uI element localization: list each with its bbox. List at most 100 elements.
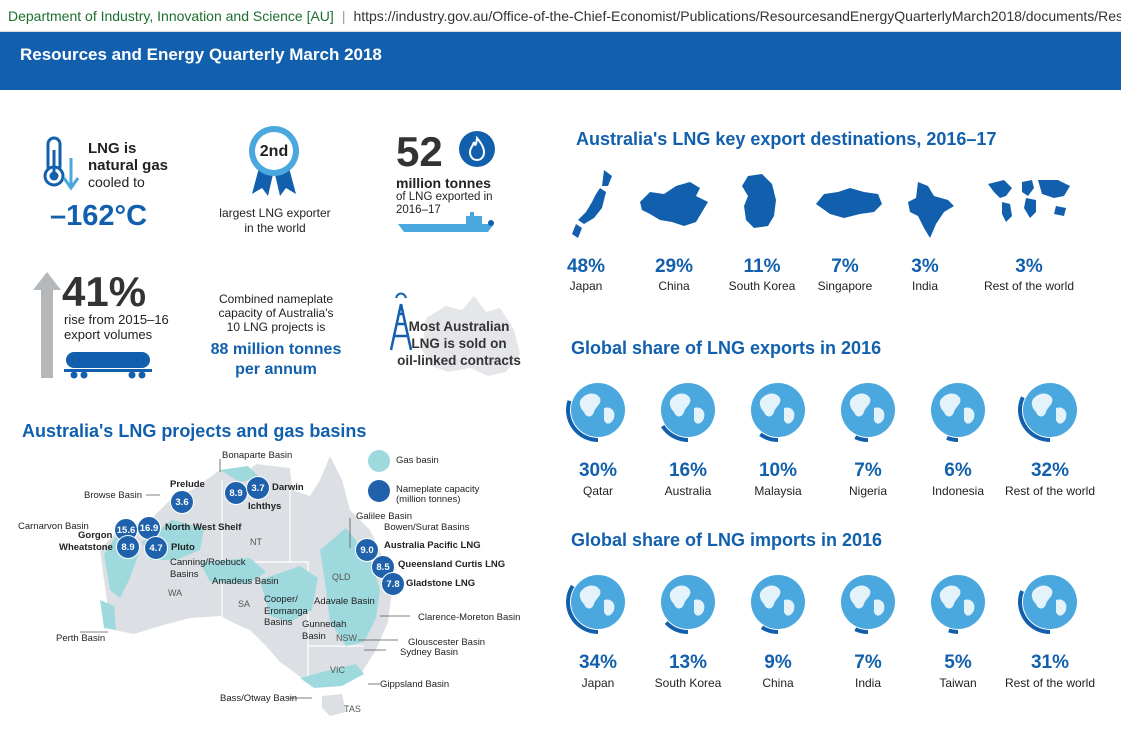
globe-share-text: 32% Rest of the world [995, 460, 1105, 498]
destination-label: India [911, 279, 939, 293]
south-korea-map-icon [742, 174, 776, 228]
ichthys-project-label: Ichthys [248, 501, 282, 512]
amadeus-basin-shape [200, 558, 266, 584]
galilee-basin-label: Galilee Basin [356, 511, 412, 522]
gippsland-basin-label: Gippsland Basin [380, 679, 450, 690]
globe-icon [751, 383, 805, 442]
state-label-nt: NT [250, 537, 262, 547]
share-pct: 5% [944, 652, 972, 673]
capacity-line2: capacity of Australia's [218, 306, 334, 320]
imports-title: Global share of LNG imports in 2016 [571, 530, 883, 550]
share-arc [664, 621, 689, 634]
browse-basin-label: Browse Basin [84, 490, 143, 501]
rise-line1: rise from 2015–16 [64, 312, 169, 327]
share-pct: 32% [1030, 460, 1070, 481]
share-arc [759, 432, 779, 442]
address-separator: | [341, 7, 346, 24]
globe-icon [1018, 575, 1077, 634]
globe-icon [841, 383, 895, 442]
share-arc [660, 424, 689, 442]
china-map-icon [640, 182, 708, 226]
adavale-basin-label: Adavale Basin [314, 596, 375, 607]
share-pct: 31% [1030, 652, 1070, 673]
bowen-surat-basin-label: Bowen/Surat Basins [384, 522, 470, 533]
share-label: Malaysia [754, 484, 802, 498]
sydney-basin-label: Sydney Basin [400, 647, 459, 658]
pluto-project-label: Pluto [171, 542, 195, 553]
destination-item-china: 29% China [614, 256, 734, 293]
share-pct: 13% [668, 652, 708, 673]
lng-ship-icon [398, 212, 494, 232]
cooper-basin-label1: Cooper/ [264, 594, 298, 605]
export-line1: million tonnes [396, 175, 491, 191]
perth-basin-label: Perth Basin [56, 633, 106, 644]
japan-map-icon [572, 170, 612, 238]
destination-pct: 3% [1015, 256, 1043, 277]
share-label: South Korea [654, 676, 722, 690]
globe-share-text: 34% Japan [543, 652, 653, 690]
globe-share-text: 9% China [723, 652, 833, 690]
ichthys-capacity-dot: 8.9 [224, 481, 248, 505]
export-volume-number: 52 [396, 128, 443, 175]
url-text[interactable]: https://industry.gov.au/Office-of-the-Ch… [353, 7, 1121, 24]
destination-pct: 48% [566, 256, 606, 277]
share-label: Qatar [582, 484, 613, 498]
destination-label: Singapore [817, 279, 873, 293]
legend-capacity-swatch [368, 480, 390, 502]
share-arc [946, 436, 959, 442]
globe-icon [566, 383, 625, 442]
globe-icon [661, 575, 715, 634]
rise-line2: export volumes [64, 327, 153, 342]
state-label-sa: SA [238, 599, 251, 609]
destination-pct: 11% [743, 256, 781, 277]
destination-item-south-korea: 11% South Korea [702, 256, 822, 293]
darwin-capacity-dot: 3.7 [246, 476, 270, 500]
world-map-icon [988, 180, 1070, 222]
exports-title: Global share of LNG exports in 2016 [571, 338, 882, 358]
globe-icon [660, 383, 715, 442]
wheatstone-project-label: Wheatstone [59, 542, 113, 553]
rank-badge: 2nd [259, 143, 289, 160]
share-pct: 9% [764, 652, 792, 673]
share-label: Indonesia [931, 484, 985, 498]
destination-pct: 29% [654, 256, 694, 277]
prelude-capacity-dot: 3.6 [170, 490, 194, 514]
lng-fact-line2: natural gas [88, 157, 169, 174]
rank-line2: in the world [244, 221, 306, 235]
gunnedah-basin-label2: Basin [302, 631, 326, 642]
destination-item-japan: 48% Japan [526, 256, 646, 293]
globe-icon [751, 575, 805, 634]
bass-otway-basin-label: Bass/Otway Basin [220, 693, 298, 704]
gunnedah-basin-label1: Gunnedah [302, 619, 347, 630]
destination-label: Japan [569, 279, 603, 293]
canning-basin-label2: Basins [170, 569, 199, 580]
state-label-wa: WA [168, 588, 183, 598]
amadeus-basin-label: Amadeus Basin [212, 576, 279, 587]
share-label: Australia [664, 484, 712, 498]
gas-flame-icon [459, 131, 495, 167]
share-arc [1018, 396, 1051, 442]
darwin-project-label: Darwin [272, 482, 304, 493]
globe-share-text: 7% Nigeria [813, 460, 923, 498]
share-arc [1018, 590, 1051, 634]
site-name: Department of Industry, Innovation and S… [8, 7, 334, 24]
destination-item-india: 3% India [865, 256, 985, 293]
globe-share-text: 10% Malaysia [723, 460, 833, 498]
oil-line1: Most Australian [408, 319, 510, 334]
share-arc [854, 627, 869, 634]
globe-share-text: 5% Taiwan [903, 652, 1013, 690]
lng-fact-line1: LNG is [88, 140, 137, 157]
cooper-basin-label3: Basins [264, 617, 293, 628]
address-bar[interactable]: Department of Industry, Innovation and S… [0, 0, 1121, 32]
destination-label: South Korea [728, 279, 796, 293]
lng-fact-line3: cooled to [88, 174, 145, 190]
pluto-capacity-dot: 4.7 [144, 536, 168, 560]
capacity-value2: per annum [235, 361, 317, 378]
share-arc [948, 628, 959, 634]
destination-label: China [658, 279, 690, 293]
thermometer-icon [43, 136, 80, 191]
india-map-icon [908, 182, 954, 238]
globe-share-text: 13% South Korea [633, 652, 743, 690]
destinations-title: Australia's LNG key export destinations,… [576, 129, 997, 149]
share-label: India [854, 676, 882, 690]
